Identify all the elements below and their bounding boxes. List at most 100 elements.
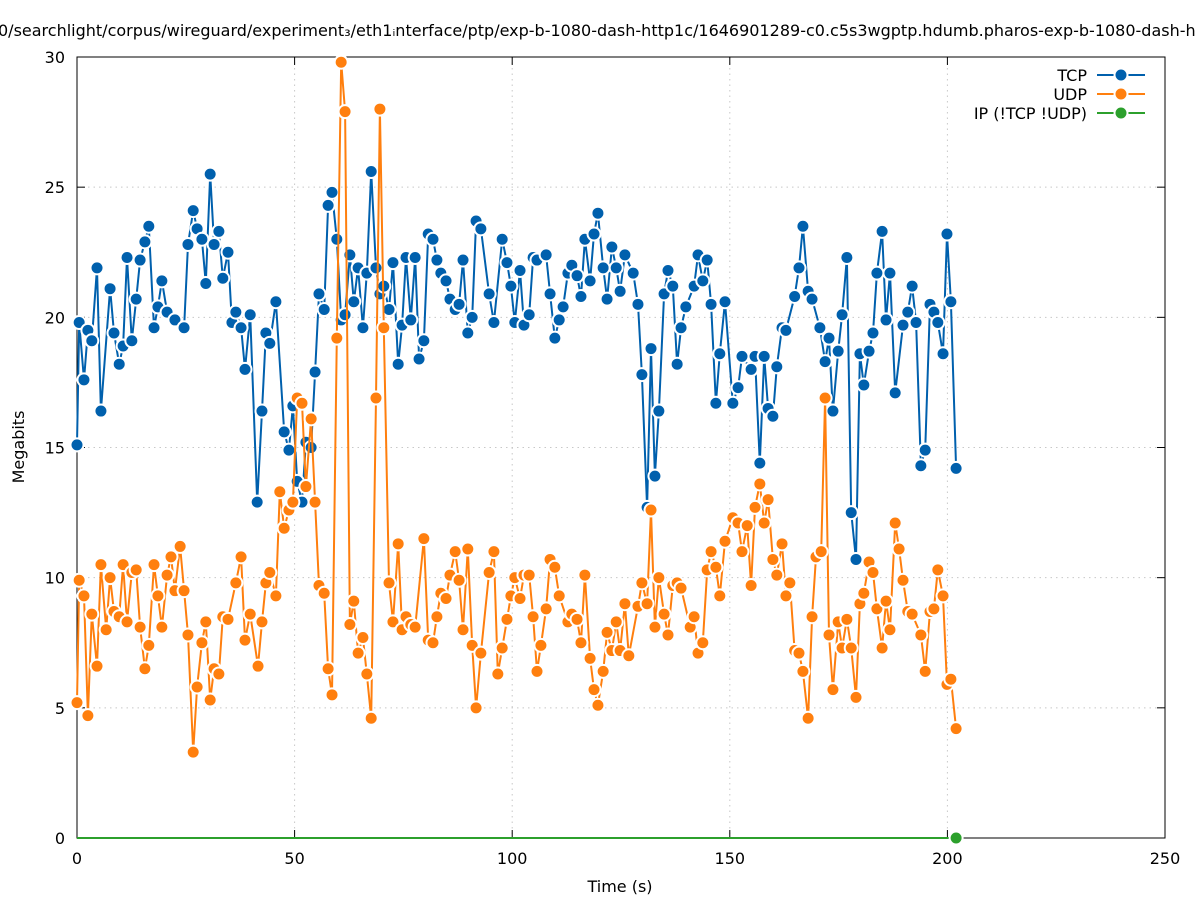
- data-point: [71, 572, 87, 588]
- data-point: [882, 265, 898, 281]
- legend-marker: [1113, 105, 1129, 121]
- data-point: [717, 533, 733, 549]
- data-point: [220, 611, 236, 627]
- data-point: [887, 385, 903, 401]
- data-point: [202, 166, 218, 182]
- data-point: [429, 609, 445, 625]
- data-point: [124, 333, 140, 349]
- data-point: [494, 640, 510, 656]
- data-point: [895, 572, 911, 588]
- data-point: [778, 322, 794, 338]
- data-point: [734, 544, 750, 560]
- data-point: [194, 231, 210, 247]
- data-point: [813, 544, 829, 560]
- data-point: [84, 606, 100, 622]
- data-point: [817, 354, 833, 370]
- data-point: [533, 637, 549, 653]
- data-point: [228, 304, 244, 320]
- x-tick-label: 250: [1150, 849, 1181, 868]
- data-point: [128, 291, 144, 307]
- data-point: [582, 273, 598, 289]
- data-point: [172, 538, 188, 554]
- data-point: [69, 695, 85, 711]
- data-point: [856, 377, 872, 393]
- data-point: [765, 408, 781, 424]
- data-point: [198, 275, 214, 291]
- data-point: [425, 231, 441, 247]
- data-point: [80, 708, 96, 724]
- data-point: [455, 622, 471, 638]
- data-point: [769, 359, 785, 375]
- data-point: [529, 663, 545, 679]
- data-point: [98, 622, 114, 638]
- data-point: [630, 296, 646, 312]
- data-point: [499, 611, 515, 627]
- legend-marker: [1113, 86, 1129, 102]
- data-point: [917, 663, 933, 679]
- data-point: [285, 494, 301, 510]
- data-point: [712, 346, 728, 362]
- x-axis-label: Time (s): [586, 877, 652, 896]
- series-udp: [69, 54, 964, 760]
- data-point: [839, 611, 855, 627]
- legend-item[interactable]: UDP: [1053, 85, 1145, 104]
- data-point: [861, 343, 877, 359]
- data-point: [643, 502, 659, 518]
- data-point: [825, 403, 841, 419]
- series-ip-tcp-udp: [77, 830, 964, 846]
- data-point: [363, 164, 379, 180]
- data-point: [481, 564, 497, 580]
- data-point: [416, 333, 432, 349]
- legend-item[interactable]: IP (!TCP !UDP): [974, 104, 1145, 123]
- data-point: [137, 661, 153, 677]
- data-point: [538, 601, 554, 617]
- data-point: [617, 247, 633, 263]
- data-point: [307, 494, 323, 510]
- data-point: [895, 317, 911, 333]
- data-point: [176, 320, 192, 336]
- data-point: [390, 356, 406, 372]
- data-point: [686, 609, 702, 625]
- data-point: [695, 273, 711, 289]
- x-tick-label: 0: [72, 849, 82, 868]
- data-point: [800, 710, 816, 726]
- data-point: [573, 289, 589, 305]
- data-point: [320, 661, 336, 677]
- series-layer: [69, 54, 964, 846]
- data-point: [608, 614, 624, 630]
- data-point: [438, 590, 454, 606]
- x-tick-label: 100: [497, 849, 528, 868]
- data-point: [329, 330, 345, 346]
- data-point: [582, 650, 598, 666]
- data-point: [337, 104, 353, 120]
- data-point: [887, 515, 903, 531]
- y-tick-label: 15: [45, 439, 65, 458]
- data-point: [242, 307, 258, 323]
- data-point: [904, 278, 920, 294]
- data-point: [878, 593, 894, 609]
- data-point: [368, 260, 384, 276]
- data-point: [333, 54, 349, 70]
- data-point: [481, 286, 497, 302]
- data-point: [874, 640, 890, 656]
- y-tick-label: 10: [45, 569, 65, 588]
- legend-label: TCP: [1056, 66, 1087, 85]
- data-point: [150, 588, 166, 604]
- legend-item[interactable]: TCP: [1056, 66, 1145, 85]
- chart-title: 0/searchlight/corpus/wireguard/experimen…: [0, 21, 1196, 40]
- data-point: [84, 333, 100, 349]
- data-point: [211, 666, 227, 682]
- data-point: [874, 223, 890, 239]
- data-point: [119, 249, 135, 265]
- data-point: [447, 544, 463, 560]
- data-point: [455, 252, 471, 268]
- data-point: [538, 247, 554, 263]
- data-point: [939, 226, 955, 242]
- data-point: [407, 249, 423, 265]
- data-point: [512, 262, 528, 278]
- data-point: [189, 679, 205, 695]
- data-point: [725, 395, 741, 411]
- data-point: [590, 697, 606, 713]
- data-point: [159, 567, 175, 583]
